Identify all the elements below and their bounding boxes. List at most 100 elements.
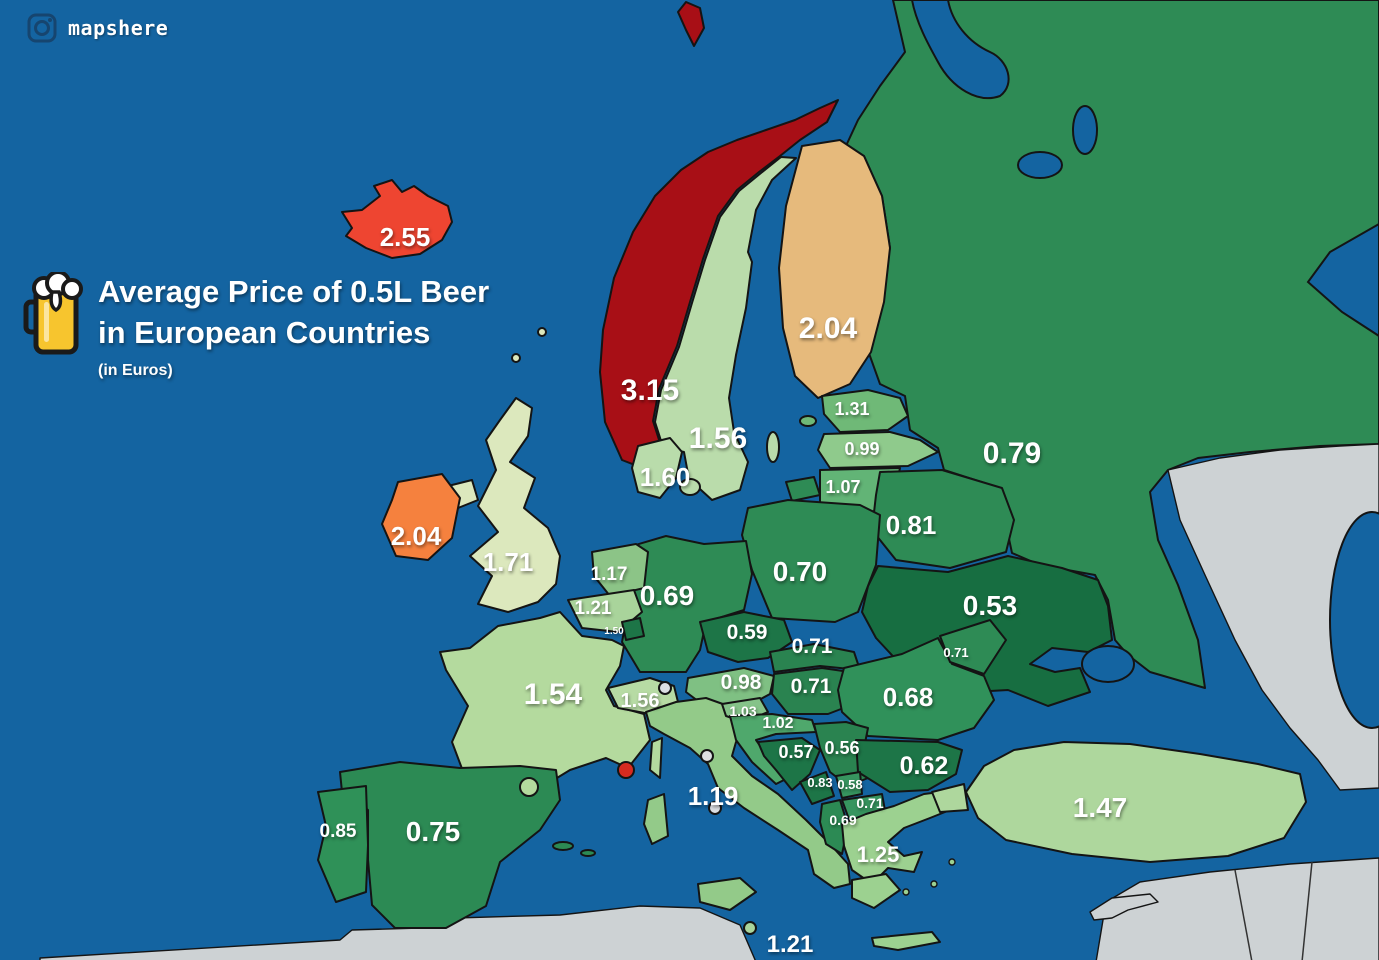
price-label-latvia: 0.99 [844, 439, 879, 459]
country-montenegro [799, 771, 835, 805]
island-zealand [679, 478, 701, 496]
branding: mapshere [26, 12, 168, 44]
border-line [1301, 861, 1313, 960]
country-albania [819, 799, 849, 855]
price-label-finland: 2.04 [799, 312, 858, 345]
price-label-luxembourg: 1.50 [604, 626, 624, 637]
country-portugal [317, 785, 369, 903]
price-label-italy: 1.19 [688, 781, 739, 811]
instagram-icon [27, 13, 57, 43]
price-label-croatia: 1.02 [762, 715, 793, 732]
title-subtitle: (in Euros) [98, 361, 173, 379]
price-label-albania: 0.69 [829, 812, 856, 828]
country-liechtenstein [658, 681, 672, 695]
island-saaremaa [799, 415, 817, 427]
country-monaco [617, 761, 635, 779]
title-block: Average Price of 0.5L Beer in European C… [22, 272, 489, 380]
price-label-czechia: 0.59 [727, 621, 768, 644]
instagram-handle: mapshere [68, 16, 169, 40]
island-crete [871, 931, 941, 951]
region-thrace [931, 783, 969, 813]
island-corsica [649, 737, 663, 779]
country-turkey [965, 741, 1307, 863]
price-label-bulgaria: 0.62 [900, 752, 949, 780]
price-label-moldova: 0.71 [943, 645, 968, 660]
island-menorca [580, 849, 596, 857]
price-label-norway: 3.15 [621, 374, 679, 407]
country-vatican [708, 801, 722, 815]
price-label-malta: 1.21 [767, 931, 814, 958]
island-mallorca [552, 841, 574, 851]
price-label-portugal: 0.85 [320, 821, 357, 842]
price-label-spain: 0.75 [406, 816, 461, 847]
price-label-france: 1.54 [524, 678, 583, 711]
country-luxembourg [621, 617, 645, 641]
price-label-ukraine: 0.53 [963, 590, 1018, 621]
sea-of-azov [1081, 645, 1135, 683]
region-kazakhstan [1167, 443, 1379, 791]
price-label-slovakia: 0.71 [792, 635, 833, 658]
lake-onega [1072, 105, 1098, 155]
price-label-uk: 1.71 [483, 547, 534, 577]
island-shetland [537, 327, 547, 337]
price-label-lithuania: 1.07 [825, 477, 860, 497]
country-latvia [817, 431, 939, 469]
country-finland [778, 139, 891, 399]
country-malta [743, 921, 757, 935]
gulf-inlet [1306, 222, 1379, 338]
price-label-greece: 1.25 [857, 842, 900, 867]
region-north-africa [39, 905, 756, 960]
country-moldova [939, 619, 1007, 675]
country-estonia [821, 389, 909, 433]
price-label-iceland: 2.55 [380, 222, 431, 252]
price-label-belarus: 0.81 [886, 510, 937, 540]
island-orkney [511, 353, 521, 363]
price-label-germany: 0.69 [640, 580, 695, 611]
white-sea [910, 0, 1010, 100]
beer-mug-icon [23, 272, 83, 355]
country-kaliningrad [785, 476, 821, 502]
title-line1: Average Price of 0.5L Beer [98, 274, 490, 309]
border-line [1234, 869, 1253, 960]
price-label-serbia: 0.56 [824, 738, 859, 758]
country-uk [469, 397, 561, 613]
price-label-slovenia: 1.03 [729, 703, 756, 719]
country-iceland [341, 179, 453, 259]
price-label-russia: 0.79 [983, 437, 1041, 470]
lake-ladoga [1017, 151, 1063, 179]
title-line2: in European Countries [98, 314, 431, 350]
price-label-denmark: 1.60 [640, 462, 691, 492]
country-denmark [631, 437, 683, 499]
country-san-marino [700, 749, 714, 763]
price-label-sweden: 1.56 [689, 422, 747, 455]
country-france [439, 611, 651, 793]
region-cyprus [1089, 893, 1159, 921]
price-label-belgium: 1.21 [575, 598, 612, 619]
aegean-island [948, 858, 956, 866]
price-label-poland: 0.70 [773, 556, 828, 587]
price-label-romania: 0.68 [883, 682, 934, 712]
price-label-austria: 0.98 [721, 671, 762, 694]
price-label-kosovo: 0.58 [837, 777, 862, 792]
price-label-bosnia: 0.57 [778, 742, 813, 762]
region-peloponnese [851, 873, 901, 909]
island-sardinia [643, 793, 669, 845]
country-kosovo [835, 771, 863, 799]
caspian-sea [1329, 511, 1379, 729]
country-netherlands [591, 543, 649, 597]
price-label-turkey: 1.47 [1073, 792, 1128, 823]
price-label-hungary: 0.71 [791, 675, 832, 698]
aegean-island [930, 880, 938, 888]
island-sicily [697, 877, 757, 911]
price-label-netherlands: 1.17 [591, 564, 628, 585]
country-andorra [519, 777, 539, 797]
price-label-north-macedonia: 0.71 [856, 795, 883, 811]
country-romania [837, 637, 995, 741]
price-label-estonia: 1.31 [834, 399, 869, 419]
country-svalbard [677, 1, 705, 47]
aegean-island [902, 888, 910, 896]
price-label-montenegro: 0.83 [807, 775, 832, 790]
price-label-switzerland: 1.56 [621, 690, 660, 712]
price-label-ireland: 2.04 [391, 521, 442, 551]
